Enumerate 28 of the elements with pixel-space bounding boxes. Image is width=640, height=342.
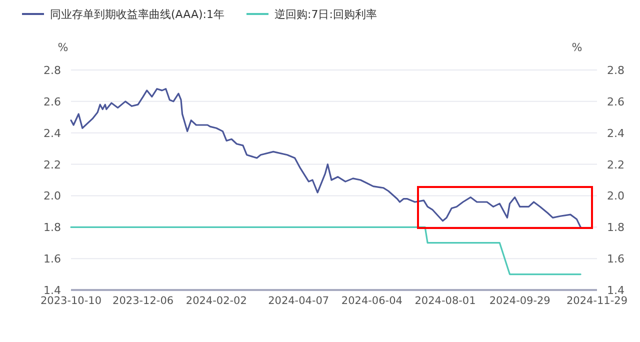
x-tick-label: 2024-08-01 xyxy=(414,295,476,307)
y-tick-label: 1.4 xyxy=(44,284,61,297)
y2-tick-label: 2.4 xyxy=(607,126,624,140)
y-tick-label: 1.6 xyxy=(44,252,61,266)
x-tick-label: 2024-02-02 xyxy=(186,295,247,307)
y2-tick-label: 2.6 xyxy=(607,95,624,108)
y2-tick-label: 2.8 xyxy=(607,64,624,77)
legend-label: 同业存单到期收益率曲线(AAA):1年 xyxy=(50,8,224,21)
y2-tick-label: 1.8 xyxy=(607,221,624,234)
x-tick-label: 2024-11-29 xyxy=(566,295,628,307)
y-tick-label: 1.8 xyxy=(44,221,61,234)
legend-label: 逆回购:7日:回购利率 xyxy=(274,8,377,21)
x-tick-label: 2023-10-10 xyxy=(40,295,102,307)
y-tick-label: 2.6 xyxy=(44,95,61,108)
x-tick-label: 2023-12-06 xyxy=(112,295,174,307)
y2-tick-label: 2.0 xyxy=(607,190,624,203)
y2-tick-label: 1.6 xyxy=(607,252,624,266)
x-tick-label: 2024-04-07 xyxy=(268,295,330,307)
x-tick-label: 2024-09-29 xyxy=(489,295,550,307)
y-tick-label: 2.8 xyxy=(44,64,61,77)
y2-axis-title: % xyxy=(572,41,582,54)
y-tick-label: 2.0 xyxy=(44,190,61,203)
y-tick-label: 2.4 xyxy=(44,126,61,140)
y-tick-label: 2.2 xyxy=(44,158,61,172)
y-axis-title: % xyxy=(58,41,68,54)
y2-tick-label: 2.2 xyxy=(607,158,624,172)
x-tick-label: 2024-06-04 xyxy=(341,295,403,307)
y2-tick-label: 1.4 xyxy=(607,284,624,297)
